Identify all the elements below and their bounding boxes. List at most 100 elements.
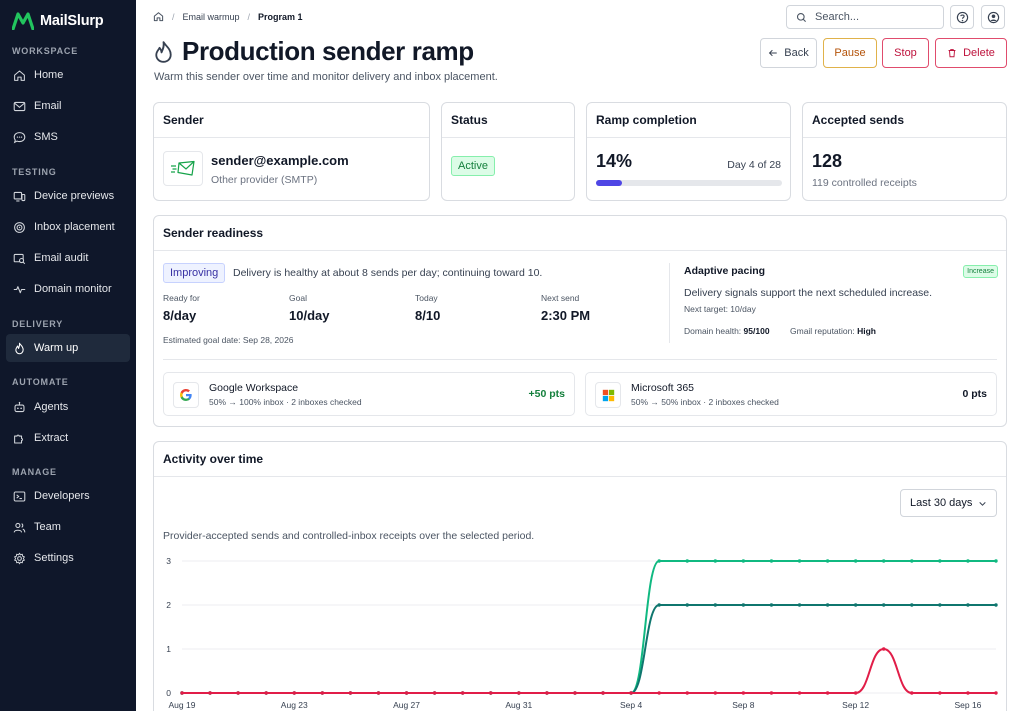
sidebar-item-team[interactable]: Team — [6, 513, 130, 541]
x-tick-label: Aug 31 — [505, 700, 532, 710]
sidebar-item-email-audit[interactable]: Email audit — [6, 244, 130, 272]
sidebar-item-developers[interactable]: Developers — [6, 482, 130, 510]
data-point — [404, 691, 409, 695]
metric-value: 8/10 — [415, 308, 441, 323]
home-icon[interactable] — [153, 11, 164, 22]
sidebar-item-label: Warm up — [34, 342, 79, 354]
back-button[interactable]: Back — [760, 38, 817, 68]
domain-health-value: 95/100 — [743, 326, 770, 336]
data-point — [966, 559, 970, 563]
chevron-down-icon — [979, 501, 986, 506]
sender-card: Sender sender@example.com Other provider… — [153, 102, 430, 201]
series-line — [181, 647, 996, 694]
provider-points: +50 pts — [528, 388, 565, 400]
sidebar-item-device-previews[interactable]: Device previews — [6, 182, 130, 210]
sidebar-item-label: Email — [34, 100, 62, 112]
sidebar-item-home[interactable]: Home — [6, 61, 130, 89]
envelope-send-icon — [171, 160, 195, 176]
sidebar-item-domain-monitor[interactable]: Domain monitor — [6, 275, 130, 303]
sidebar-item-agents[interactable]: Agents — [6, 393, 130, 421]
google-logo-icon — [173, 382, 199, 408]
breadcrumb-separator: / — [172, 11, 175, 22]
data-point — [208, 691, 212, 695]
data-point — [573, 691, 577, 695]
sidebar-item-label: Inbox placement — [34, 221, 115, 233]
breadcrumb-separator: / — [247, 11, 251, 22]
controlled-receipts: 119 controlled receipts — [812, 177, 917, 189]
data-point — [994, 603, 998, 607]
back-label: Back — [784, 47, 809, 59]
activity-caption: Provider-accepted sends and controlled-i… — [163, 530, 535, 542]
home-icon — [14, 70, 25, 81]
nav-section-testing: TESTING — [12, 167, 57, 177]
metric-label: Next send — [541, 293, 580, 303]
status-badge: Active — [451, 156, 495, 176]
sidebar-item-extract[interactable]: Extract — [6, 424, 130, 452]
account-button[interactable] — [981, 5, 1005, 29]
sidebar-item-label: Developers — [34, 490, 90, 502]
delete-button[interactable]: Delete — [935, 38, 1007, 68]
gmail-reputation: Gmail reputation: High — [790, 326, 876, 336]
y-tick-label: 3 — [166, 556, 171, 566]
nav-section-manage: MANAGE — [12, 467, 57, 477]
y-tick-label: 0 — [166, 688, 171, 698]
data-point — [769, 559, 774, 563]
breadcrumb-parent[interactable]: Email warmup — [182, 11, 240, 22]
data-point — [685, 603, 689, 607]
stop-button[interactable]: Stop — [882, 38, 929, 68]
data-point — [825, 559, 830, 563]
page-subtitle: Warm this sender over time and monitor d… — [154, 71, 498, 83]
trash-icon — [948, 49, 956, 58]
search-placeholder: Search... — [815, 11, 860, 23]
sidebar-item-label: Extract — [34, 432, 69, 444]
data-point — [882, 647, 886, 651]
x-tick-label: Sep 16 — [954, 700, 981, 710]
data-point — [264, 691, 268, 695]
ramp-completion-card: Ramp completion 14% Day 4 of 28 — [586, 102, 791, 201]
data-point — [517, 691, 521, 695]
sender-avatar — [163, 151, 203, 186]
help-icon — [956, 11, 968, 23]
data-point — [657, 691, 661, 695]
gmail-reputation-label: Gmail reputation: — [790, 326, 855, 336]
help-button[interactable] — [950, 5, 974, 29]
data-point — [966, 603, 970, 607]
provider-name: Microsoft 365 — [631, 382, 695, 394]
pacing-next-target: Next target: 10/day — [684, 304, 756, 314]
pause-button[interactable]: Pause — [823, 38, 877, 68]
sidebar-item-email[interactable]: Email — [6, 92, 130, 120]
activity-chart: 0 1 2 3 Aug 19 Aug 23 Aug 27 Aug 31 Sep 4 Sep 8 Se… — [166, 556, 998, 710]
sidebar: MailSlurp WORKSPACE Home Email SMS TESTI… — [0, 0, 136, 711]
search-input[interactable]: Search... — [786, 5, 944, 29]
sidebar-item-sms[interactable]: SMS — [6, 123, 130, 151]
data-point — [797, 603, 802, 607]
mail-icon — [13, 101, 26, 111]
divider — [669, 263, 670, 343]
sidebar-item-settings[interactable]: Settings — [6, 544, 130, 572]
flame-icon — [15, 342, 24, 354]
data-point — [432, 691, 437, 695]
brand[interactable]: MailSlurp — [12, 12, 104, 30]
y-tick-label: 2 — [166, 600, 171, 610]
divider — [163, 359, 997, 360]
data-point — [460, 691, 465, 695]
nav-section-delivery: DELIVERY — [12, 319, 64, 329]
sender-email: sender@example.com — [211, 153, 349, 168]
data-point — [489, 691, 493, 695]
readiness-title: Sender readiness — [154, 216, 1006, 251]
data-point — [966, 691, 970, 695]
sidebar-item-warm-up[interactable]: Warm up — [6, 334, 130, 362]
provider-google-workspace: Google Workspace 50% → 100% inbox · 2 in… — [163, 372, 575, 416]
sender-readiness-card: Sender readiness Improving Delivery is h… — [153, 215, 1007, 427]
sidebar-item-label: Team — [34, 521, 61, 533]
x-tick-label: Sep 4 — [620, 700, 642, 710]
arrow-left-icon — [769, 49, 778, 57]
ramp-day: Day 4 of 28 — [727, 159, 781, 171]
data-point — [797, 559, 802, 563]
provider-name: Google Workspace — [209, 382, 299, 394]
microsoft-logo-icon — [595, 382, 621, 408]
range-select[interactable]: Last 30 days — [900, 489, 997, 517]
data-point — [657, 559, 661, 563]
sidebar-item-inbox-placement[interactable]: Inbox placement — [6, 213, 130, 241]
sidebar-item-label: SMS — [34, 131, 58, 143]
